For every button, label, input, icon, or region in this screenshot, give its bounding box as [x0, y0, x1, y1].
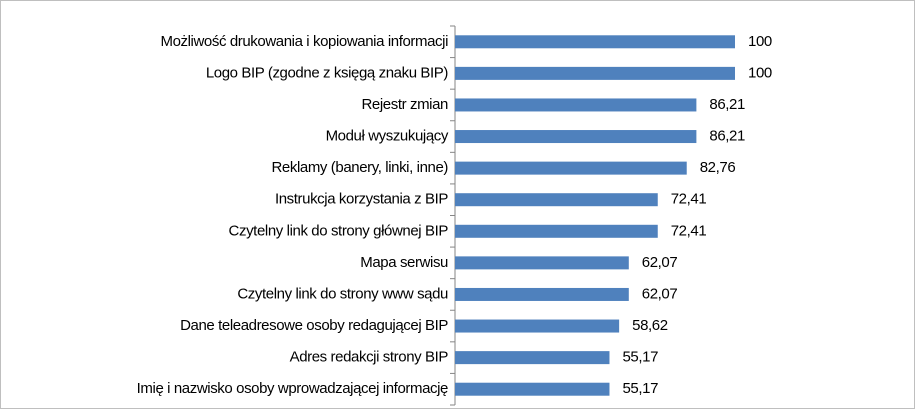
- bar: [455, 382, 610, 396]
- y-tick-label: Możliwość drukowania i kopiowania inform…: [160, 33, 448, 50]
- y-tick-label: Mapa serwisu: [360, 254, 448, 271]
- bar: [455, 193, 658, 207]
- value-label: 55,17: [622, 380, 658, 397]
- bar: [455, 130, 697, 144]
- bar: [455, 161, 687, 175]
- y-tick-label: Czytelny link do strony www sądu: [237, 285, 448, 302]
- y-tick-label: Czytelny link do strony głównej BIP: [229, 222, 449, 239]
- bar: [455, 319, 620, 333]
- bar: [455, 287, 629, 301]
- y-tick-label: Instrukcja korzystania z BIP: [275, 191, 448, 208]
- bar: [455, 256, 629, 270]
- value-label: 86,21: [709, 128, 745, 145]
- value-label: 100: [748, 64, 772, 81]
- value-label: 62,07: [642, 285, 678, 302]
- value-label: 55,17: [622, 349, 658, 366]
- bar: [455, 224, 658, 238]
- y-tick-label: Dane teleadresowe osoby redagującej BIP: [180, 317, 448, 334]
- value-label: 58,62: [632, 317, 668, 334]
- y-tick-label: Adres redakcji strony BIP: [290, 349, 449, 366]
- y-tick-label: Moduł wyszukujący: [326, 128, 449, 145]
- bar: [455, 35, 735, 49]
- bar: [455, 98, 697, 112]
- y-tick-label: Reklamy (banery, linki, inne): [271, 159, 448, 176]
- value-label: 72,41: [671, 222, 707, 239]
- y-tick-label: Logo BIP (zgodne z księgą znaku BIP): [206, 64, 449, 81]
- value-label: 86,21: [709, 96, 745, 113]
- value-label: 62,07: [642, 254, 678, 271]
- bar: [455, 66, 735, 80]
- y-tick-label: Imię i nazwisko osoby wprowadzającej inf…: [137, 380, 448, 397]
- bar: [455, 351, 610, 365]
- y-tick-label: Rejestr zmian: [362, 96, 449, 113]
- value-label: 82,76: [700, 159, 736, 176]
- value-label: 100: [748, 33, 772, 50]
- value-label: 72,41: [671, 191, 707, 208]
